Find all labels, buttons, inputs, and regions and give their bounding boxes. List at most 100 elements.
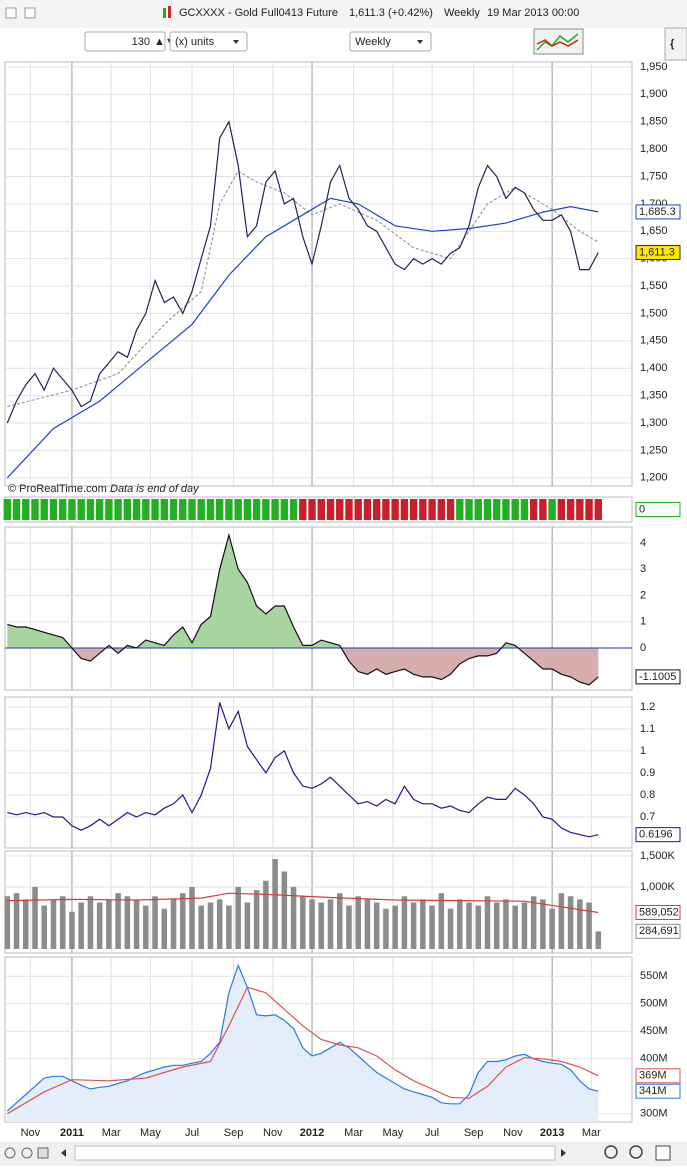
bar bbox=[447, 908, 454, 949]
signal-bar bbox=[169, 499, 178, 520]
x-tick-label: May bbox=[382, 1127, 403, 1139]
bar bbox=[198, 905, 204, 949]
bar bbox=[41, 905, 48, 949]
bar bbox=[216, 899, 223, 949]
window-button[interactable] bbox=[24, 7, 36, 19]
value-label: 369M bbox=[639, 1070, 667, 1082]
signal-bar bbox=[105, 499, 113, 520]
units-value: (x) units bbox=[175, 36, 215, 48]
signal-bar bbox=[566, 499, 575, 520]
signal-bar bbox=[123, 499, 132, 520]
bar bbox=[373, 902, 380, 949]
bar bbox=[272, 859, 278, 949]
tool-icon[interactable] bbox=[21, 1147, 33, 1159]
value-label: 589,052 bbox=[639, 906, 679, 918]
zoom-out[interactable] bbox=[629, 1145, 643, 1159]
x-tick-label: Nov bbox=[503, 1127, 523, 1139]
timeframe-select[interactable] bbox=[349, 31, 432, 52]
bar bbox=[50, 899, 57, 949]
bar bbox=[327, 899, 334, 949]
window-button[interactable] bbox=[5, 7, 17, 19]
bar bbox=[540, 899, 546, 949]
series-line bbox=[7, 702, 599, 838]
signal-bar bbox=[179, 499, 187, 520]
y-tick-label: 550M bbox=[640, 970, 668, 982]
signal-bar bbox=[372, 499, 381, 520]
x-tick-label: Nov bbox=[21, 1127, 41, 1139]
signal-bar bbox=[456, 499, 464, 520]
y-tick-label: 1,800 bbox=[640, 143, 668, 155]
value-label-box bbox=[635, 1068, 681, 1084]
series-line bbox=[6, 986, 599, 1115]
bar bbox=[78, 902, 84, 949]
y-tick-label: 1,900 bbox=[640, 88, 668, 100]
signal-bar bbox=[345, 499, 353, 520]
bar bbox=[207, 902, 214, 949]
bar bbox=[253, 890, 260, 949]
signal-bar bbox=[77, 499, 85, 520]
period: Weekly bbox=[444, 7, 480, 19]
bar bbox=[355, 896, 361, 949]
y-tick-label: 1.1 bbox=[640, 723, 655, 735]
value-label-box bbox=[635, 1083, 681, 1099]
units-select[interactable] bbox=[169, 31, 248, 52]
y-tick-label: 3 bbox=[640, 563, 646, 575]
x-tick-label: 2012 bbox=[300, 1127, 324, 1139]
bar bbox=[318, 902, 325, 949]
series-line bbox=[7, 892, 599, 914]
bar bbox=[309, 899, 315, 949]
bar bbox=[263, 880, 269, 949]
bar bbox=[466, 902, 472, 949]
signal-bar bbox=[68, 499, 76, 520]
bar bbox=[549, 908, 555, 949]
signal-bar bbox=[308, 499, 316, 520]
signal-bar bbox=[132, 499, 141, 520]
signal-bar bbox=[252, 499, 261, 520]
value-label-box bbox=[635, 502, 681, 517]
bar bbox=[558, 893, 565, 949]
signal-bar bbox=[594, 499, 602, 520]
bar bbox=[170, 899, 177, 949]
bar bbox=[493, 902, 500, 949]
y-tick-label: 1,450 bbox=[640, 335, 668, 347]
bar bbox=[300, 896, 306, 949]
signal-bar bbox=[12, 499, 21, 520]
signal-bar bbox=[271, 499, 279, 520]
scroll-track[interactable] bbox=[74, 1145, 556, 1161]
fit-button[interactable] bbox=[655, 1145, 671, 1161]
tool-icon[interactable] bbox=[4, 1147, 16, 1159]
zoom-in[interactable] bbox=[604, 1145, 618, 1159]
signal-bar bbox=[216, 499, 224, 520]
y-tick-label: 1,350 bbox=[640, 390, 668, 402]
signal-bar bbox=[576, 499, 584, 520]
y-tick-label: 4 bbox=[640, 537, 646, 549]
bar bbox=[577, 899, 583, 949]
signal-bar bbox=[299, 499, 307, 520]
signal-bar bbox=[520, 499, 529, 520]
x-tick-label: 2013 bbox=[540, 1127, 564, 1139]
signal-bar bbox=[206, 499, 215, 520]
bar bbox=[567, 896, 574, 949]
tool-icon[interactable] bbox=[37, 1147, 49, 1159]
bar bbox=[586, 902, 592, 949]
signal-bar bbox=[197, 499, 205, 520]
signal-bar bbox=[289, 499, 298, 520]
y-tick-label: 0.9 bbox=[640, 767, 655, 779]
bar bbox=[281, 871, 288, 949]
y-tick-label: 1,300 bbox=[640, 417, 668, 429]
y-tick-label: 1,550 bbox=[640, 280, 668, 292]
series-line bbox=[7, 532, 599, 686]
signal-bar bbox=[40, 499, 48, 520]
count-input[interactable] bbox=[84, 31, 166, 52]
candle-icon bbox=[163, 8, 166, 18]
quote: 1,611.3 (+0.42%) bbox=[349, 7, 433, 19]
series-line bbox=[6, 197, 599, 479]
signal-bar bbox=[114, 499, 122, 520]
side-tab[interactable] bbox=[664, 27, 687, 61]
signal-bar bbox=[419, 499, 427, 520]
y-tick-label: 1,200 bbox=[640, 472, 668, 484]
panel bbox=[4, 526, 633, 691]
bar bbox=[438, 893, 445, 949]
x-tick-label: May bbox=[140, 1127, 161, 1139]
